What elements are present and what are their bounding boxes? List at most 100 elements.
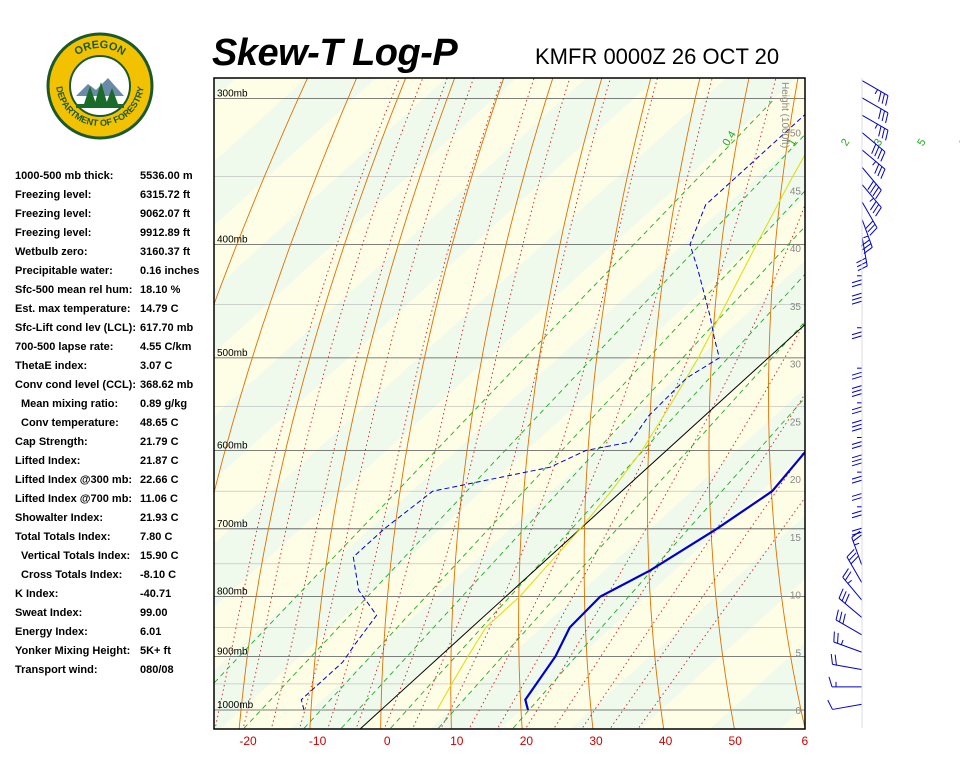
barb-feather bbox=[881, 110, 886, 122]
dry-adiabat bbox=[882, 0, 960, 735]
stat-label: Precipitable water: bbox=[15, 265, 113, 277]
wind-barb bbox=[861, 201, 878, 236]
stat-row: Energy Index: 6.01 bbox=[15, 626, 215, 640]
stat-row: ThetaE index: 3.07 C bbox=[15, 360, 215, 374]
dry-adiabat bbox=[647, 78, 701, 729]
wind-barb bbox=[861, 132, 886, 162]
barb-feather bbox=[851, 335, 863, 340]
barb-feather bbox=[851, 479, 863, 484]
stat-value: 21.93 C bbox=[140, 512, 179, 524]
mixing-ratio-label: 1 bbox=[786, 137, 799, 149]
barb-staff bbox=[861, 184, 882, 208]
stat-label: K Index: bbox=[15, 588, 59, 600]
barb-feather bbox=[871, 143, 877, 154]
barb-feather bbox=[851, 406, 863, 411]
dry-adiabat bbox=[238, 78, 407, 729]
stat-row: Transport wind: 080/08 bbox=[15, 664, 215, 678]
barb-feather bbox=[851, 496, 863, 501]
stat-value: 6.01 bbox=[140, 626, 162, 638]
stat-value: -8.10 C bbox=[140, 569, 177, 581]
stat-label: Freezing level: bbox=[15, 227, 92, 239]
stat-label: Est. max temperature: bbox=[15, 303, 131, 315]
stat-label: 1000-500 mb thick: bbox=[15, 170, 114, 182]
barb-feather bbox=[851, 375, 863, 380]
barb-feather bbox=[851, 292, 863, 297]
barb-feather bbox=[834, 654, 837, 666]
stat-value: 21.79 C bbox=[140, 436, 179, 448]
stat-row: Lifted Index @300 mb: 22.66 C bbox=[15, 474, 215, 488]
stat-label: Showalter Index: bbox=[15, 512, 104, 524]
mixing-ratio-line bbox=[242, 133, 805, 729]
barb-staff bbox=[861, 236, 868, 267]
temperature-tick-label: -20 bbox=[239, 734, 257, 748]
barb-staff bbox=[842, 576, 863, 601]
band-stripe bbox=[214, 78, 587, 417]
temperature-tick-label: 50 bbox=[729, 734, 743, 748]
barb-feather bbox=[851, 331, 863, 336]
mixing-ratio-lines bbox=[214, 98, 805, 729]
barb-feather bbox=[878, 108, 882, 120]
wind-barb bbox=[851, 305, 863, 340]
stat-label: Lifted Index @700 mb: bbox=[15, 493, 133, 505]
height-label: 20 bbox=[790, 475, 802, 486]
temperature-tick-label: 6 bbox=[801, 734, 808, 748]
barb-feather bbox=[872, 186, 880, 197]
wind-barb bbox=[860, 218, 873, 254]
barb-staff bbox=[851, 537, 863, 566]
wind-barb bbox=[851, 530, 863, 566]
band-stripe bbox=[214, 78, 727, 544]
moist-adiabat bbox=[411, 78, 612, 729]
dewpoint-trace bbox=[300, 113, 805, 711]
barb-feather bbox=[851, 371, 863, 376]
barb-half-feather bbox=[863, 235, 869, 239]
stat-row: K Index: -40.71 bbox=[15, 588, 215, 602]
wind-barb bbox=[861, 97, 889, 124]
wind-barbs bbox=[827, 80, 889, 710]
barb-feather bbox=[852, 534, 862, 542]
dry-adiabat bbox=[768, 78, 805, 729]
stat-row: Precipitable water: 0.16 inches bbox=[15, 265, 215, 279]
barb-feather bbox=[860, 239, 870, 247]
stat-label: Sweat Index: bbox=[15, 607, 83, 619]
stat-label: Transport wind: bbox=[15, 664, 98, 676]
barb-feather bbox=[856, 257, 867, 264]
barb-feather bbox=[872, 204, 880, 214]
stat-value: 18.10 % bbox=[140, 284, 181, 296]
stat-value: 7.80 C bbox=[140, 531, 173, 543]
mixing-ratio-line bbox=[389, 273, 805, 729]
barb-feather bbox=[833, 631, 835, 643]
barb-feather bbox=[851, 454, 863, 459]
stat-value: -40.71 bbox=[140, 588, 172, 600]
stat-value: 3160.37 ft bbox=[140, 246, 191, 258]
barb-feather bbox=[851, 427, 863, 432]
stat-label: Freezing level: bbox=[15, 208, 92, 220]
stat-label: Cap Strength: bbox=[15, 436, 88, 448]
height-label: 0 bbox=[795, 706, 801, 717]
stat-row: Total Totals Index: 7.80 C bbox=[15, 531, 215, 545]
barb-feather bbox=[851, 462, 863, 467]
barb-feather bbox=[867, 180, 874, 190]
stat-value: 4.55 C/km bbox=[140, 341, 192, 353]
barb-half-feather bbox=[874, 123, 879, 129]
stat-row: Freezing level: 9912.89 ft bbox=[15, 227, 215, 241]
pressure-label: 300mb bbox=[217, 88, 248, 99]
barb-staff bbox=[861, 97, 889, 114]
wind-barb bbox=[861, 114, 889, 141]
barb-feather bbox=[874, 146, 880, 157]
stat-row: Lifted Index @700 mb: 11.06 C bbox=[15, 493, 215, 507]
barb-feather bbox=[851, 300, 863, 305]
band-stripe bbox=[780, 706, 805, 729]
barb-feather bbox=[875, 207, 882, 217]
stat-label: Sfc-Lift cond lev (LCL): bbox=[15, 322, 136, 334]
stat-value: 9912.89 ft bbox=[140, 227, 191, 239]
stat-value: 3.07 C bbox=[140, 360, 173, 372]
barb-staff bbox=[838, 597, 863, 618]
height-label: 15 bbox=[790, 533, 802, 544]
barb-feather bbox=[865, 220, 874, 229]
band-stripe bbox=[500, 451, 805, 729]
barb-feather bbox=[869, 227, 878, 236]
barb-feather bbox=[851, 410, 863, 415]
plot-border bbox=[213, 77, 806, 730]
height-axis-title: Height (1000ft) bbox=[779, 82, 790, 148]
